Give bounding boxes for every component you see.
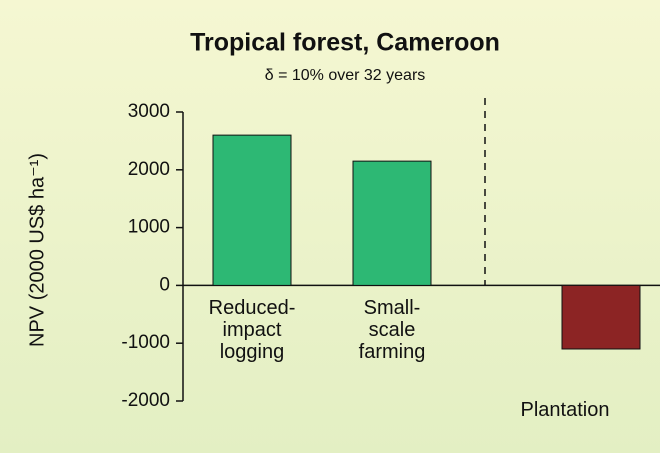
y-tick-label: 2000 [128, 159, 170, 180]
y-tick-label: -1000 [121, 332, 170, 353]
bar [212, 134, 292, 286]
chart-subtitle: δ = 10% over 32 years [265, 67, 426, 84]
y-axis-label: NPV (2000 US$ ha⁻¹) [26, 153, 48, 347]
x-tick-label: Reduced- impact logging [208, 297, 296, 364]
bar [352, 160, 432, 286]
x-tick-label: Small- scale farming [358, 297, 426, 364]
y-tick-label: 1000 [128, 217, 170, 238]
y-tick-label: 0 [159, 274, 170, 295]
y-tick-label: 3000 [128, 101, 170, 122]
chart-title: Tropical forest, Cameroon [190, 29, 500, 57]
bar [561, 284, 641, 350]
x-tick-label: Plantation [520, 399, 610, 421]
y-tick-label: -2000 [121, 390, 170, 411]
